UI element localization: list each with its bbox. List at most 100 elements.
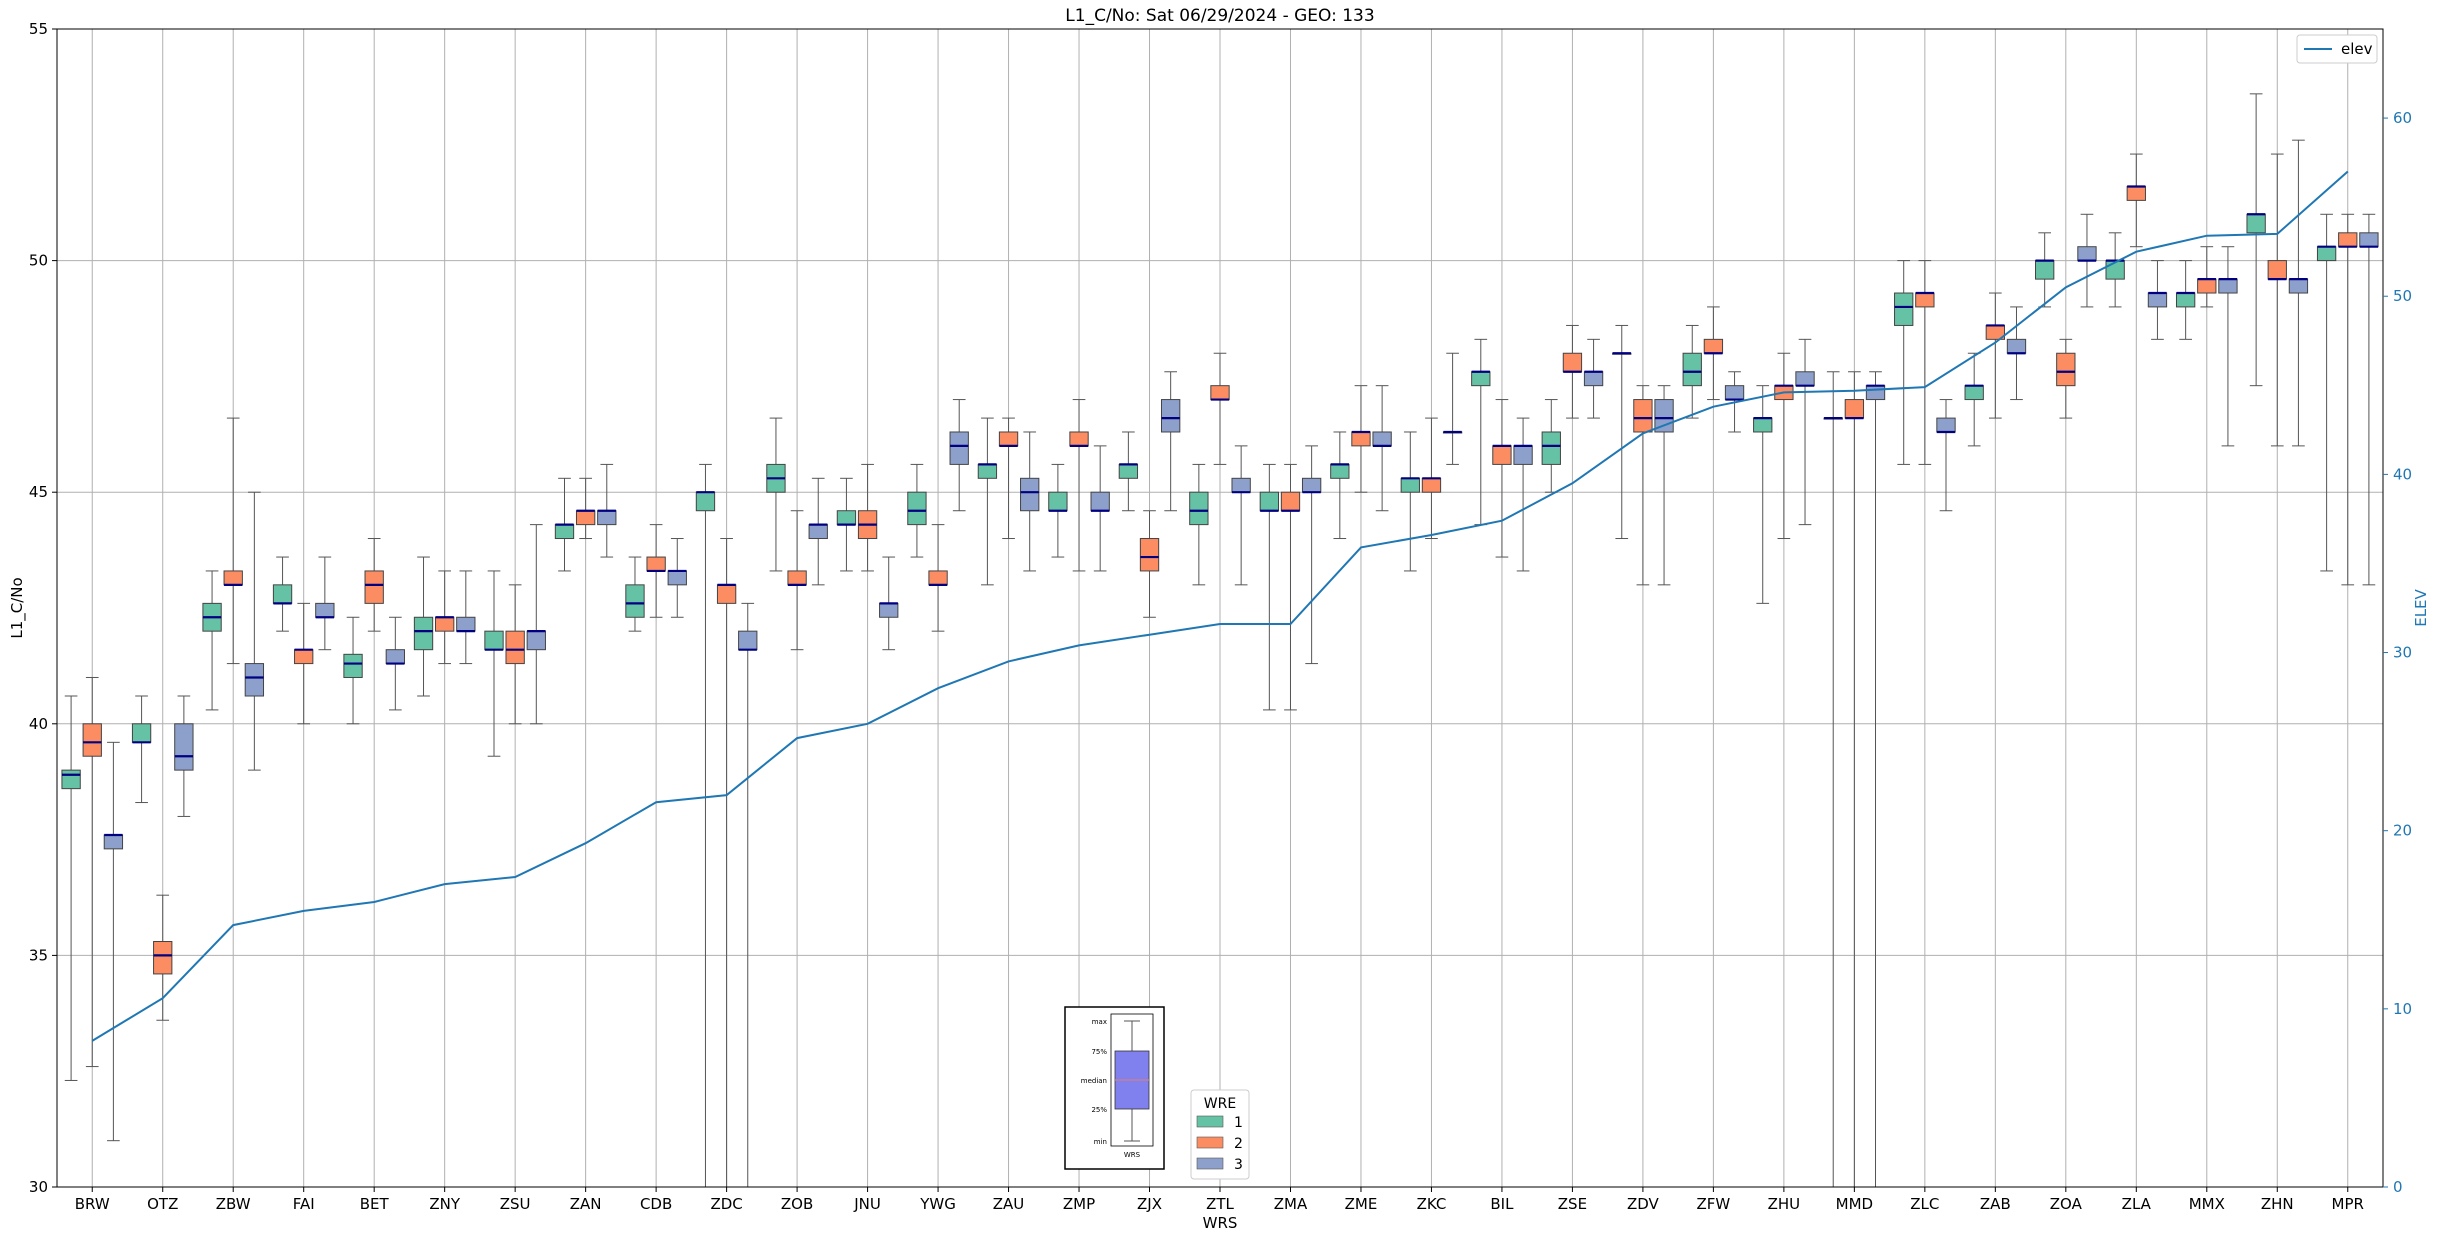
iqr-box — [787, 570, 807, 586]
elev-legend: elev — [2296, 34, 2378, 64]
box-wre-3 — [1583, 338, 1604, 419]
iqr-box — [2056, 352, 2076, 387]
box-wre-1 — [1400, 431, 1420, 572]
box-wre-3 — [2288, 139, 2309, 447]
iqr-box — [82, 723, 102, 757]
x-tick-label: MPR — [2332, 1195, 2364, 1213]
iqr-box — [1231, 477, 1251, 493]
box-wre-3 — [456, 570, 476, 665]
grid-lines — [57, 28, 2383, 1188]
y2-tick-label: 20 — [2393, 822, 2412, 840]
box-wre-2 — [1703, 306, 1724, 401]
box-wre-1 — [554, 477, 575, 572]
box-wre-2 — [1492, 399, 1512, 558]
box-wre-3 — [103, 741, 124, 1142]
box-wre-3 — [879, 556, 899, 651]
iqr-box — [1330, 463, 1350, 479]
iqr-box — [1513, 445, 1533, 465]
iqr-box — [1915, 292, 1935, 308]
x-tick-label: ZOB — [781, 1195, 813, 1213]
iqr-box — [1844, 399, 1865, 419]
box-wre-3 — [174, 695, 194, 817]
box-wre-2 — [2056, 338, 2076, 419]
elev-legend-frame — [2296, 34, 2378, 64]
iqr-box — [1090, 491, 1110, 512]
iqr-box — [1795, 371, 1815, 387]
iqr-box — [1936, 417, 1956, 433]
box-wre-3 — [1795, 338, 1815, 526]
box-wre-2 — [2126, 153, 2146, 248]
box-wre-1 — [2175, 260, 2196, 340]
iqr-box — [315, 602, 335, 618]
iqr-box — [977, 463, 998, 479]
iqr-box — [294, 649, 314, 665]
x-tick-label: ZKC — [1417, 1195, 1447, 1213]
x-tick-label: JNU — [853, 1195, 881, 1213]
box-wre-1 — [1823, 371, 1843, 1187]
box-wre-3 — [597, 463, 617, 558]
iqr-box — [1189, 491, 1209, 526]
box-wre-3 — [1372, 385, 1392, 512]
box-wre-1 — [131, 695, 152, 804]
box-wre-2 — [1844, 371, 1865, 1187]
box-wre-1 — [1330, 431, 1350, 540]
iqr-box — [625, 584, 645, 618]
iqr-box — [1139, 538, 1160, 572]
iqr-box — [646, 556, 666, 572]
box-wre-2 — [646, 524, 666, 618]
wre-legend-label-1: 1 — [1234, 1115, 1243, 1131]
y2-tick-label: 0 — [2393, 1178, 2403, 1196]
box-wre-2 — [364, 538, 384, 632]
box-wre-2 — [82, 676, 102, 1068]
box-wre-3 — [385, 616, 405, 711]
x-tick-label: YWG — [919, 1195, 956, 1213]
box-wre-1 — [2246, 93, 2266, 387]
box-wre-1 — [766, 417, 786, 572]
wre-legend-label-2: 2 — [1234, 1136, 1243, 1152]
x-tick-label: ZHU — [1768, 1195, 1801, 1213]
iqr-box — [2035, 260, 2055, 280]
box-wre-2 — [1774, 352, 1794, 540]
box-wre-2 — [1280, 463, 1301, 711]
box-wre-3 — [808, 477, 828, 586]
iqr-box — [484, 630, 504, 651]
iqr-box — [2316, 246, 2337, 262]
box-wre-1 — [272, 556, 293, 632]
iqr-box — [456, 616, 476, 632]
box-wre-3 — [1654, 385, 1674, 586]
iqr-box — [526, 630, 546, 651]
wre-legend: WRE 1 2 3 — [1190, 1089, 1250, 1180]
iqr-box — [1724, 385, 1745, 401]
iqr-box — [61, 769, 81, 790]
y2-tick-label: 30 — [2393, 644, 2412, 662]
y2-tick-label: 50 — [2393, 287, 2412, 305]
x-tick-label: ZMA — [1274, 1195, 1308, 1213]
iqr-box — [223, 570, 243, 586]
box-wre-1 — [61, 695, 81, 1081]
iqr-box — [2126, 185, 2146, 201]
box-wre-2 — [928, 524, 948, 632]
elev-line — [91, 170, 2349, 1042]
box-wre-3 — [738, 602, 758, 1187]
box-wre-2 — [153, 894, 173, 1021]
box-wre-1 — [1964, 352, 1984, 447]
box-groups — [61, 93, 2379, 1187]
y-tick-label: 45 — [29, 483, 48, 501]
box-wre-2 — [505, 584, 525, 725]
y-tick-label: 30 — [29, 1178, 48, 1196]
wre-legend-swatch-1 — [1196, 1115, 1224, 1128]
box-wre-3 — [1936, 399, 1956, 512]
x-tick-label: ZLA — [2122, 1195, 2152, 1213]
elev-legend-label: elev — [2341, 40, 2373, 58]
box-wre-3 — [1442, 352, 1463, 465]
x-tick-label: ZTL — [1206, 1195, 1234, 1213]
y2-axis-label: ELEV — [2412, 588, 2430, 626]
box-wre-2 — [575, 477, 596, 540]
box-wre-1 — [1189, 463, 1209, 586]
iqr-box — [1259, 491, 1280, 512]
box-wre-3 — [1513, 417, 1533, 572]
axes: BRW OTZ ZBW FAI BET ZNY ZSU ZAN CDB ZDC ZOB JNU YWG Z… — [29, 20, 2412, 1213]
iqr-box — [1894, 292, 1914, 326]
iqr-box — [2218, 278, 2238, 294]
box-wre-1 — [1259, 463, 1280, 711]
